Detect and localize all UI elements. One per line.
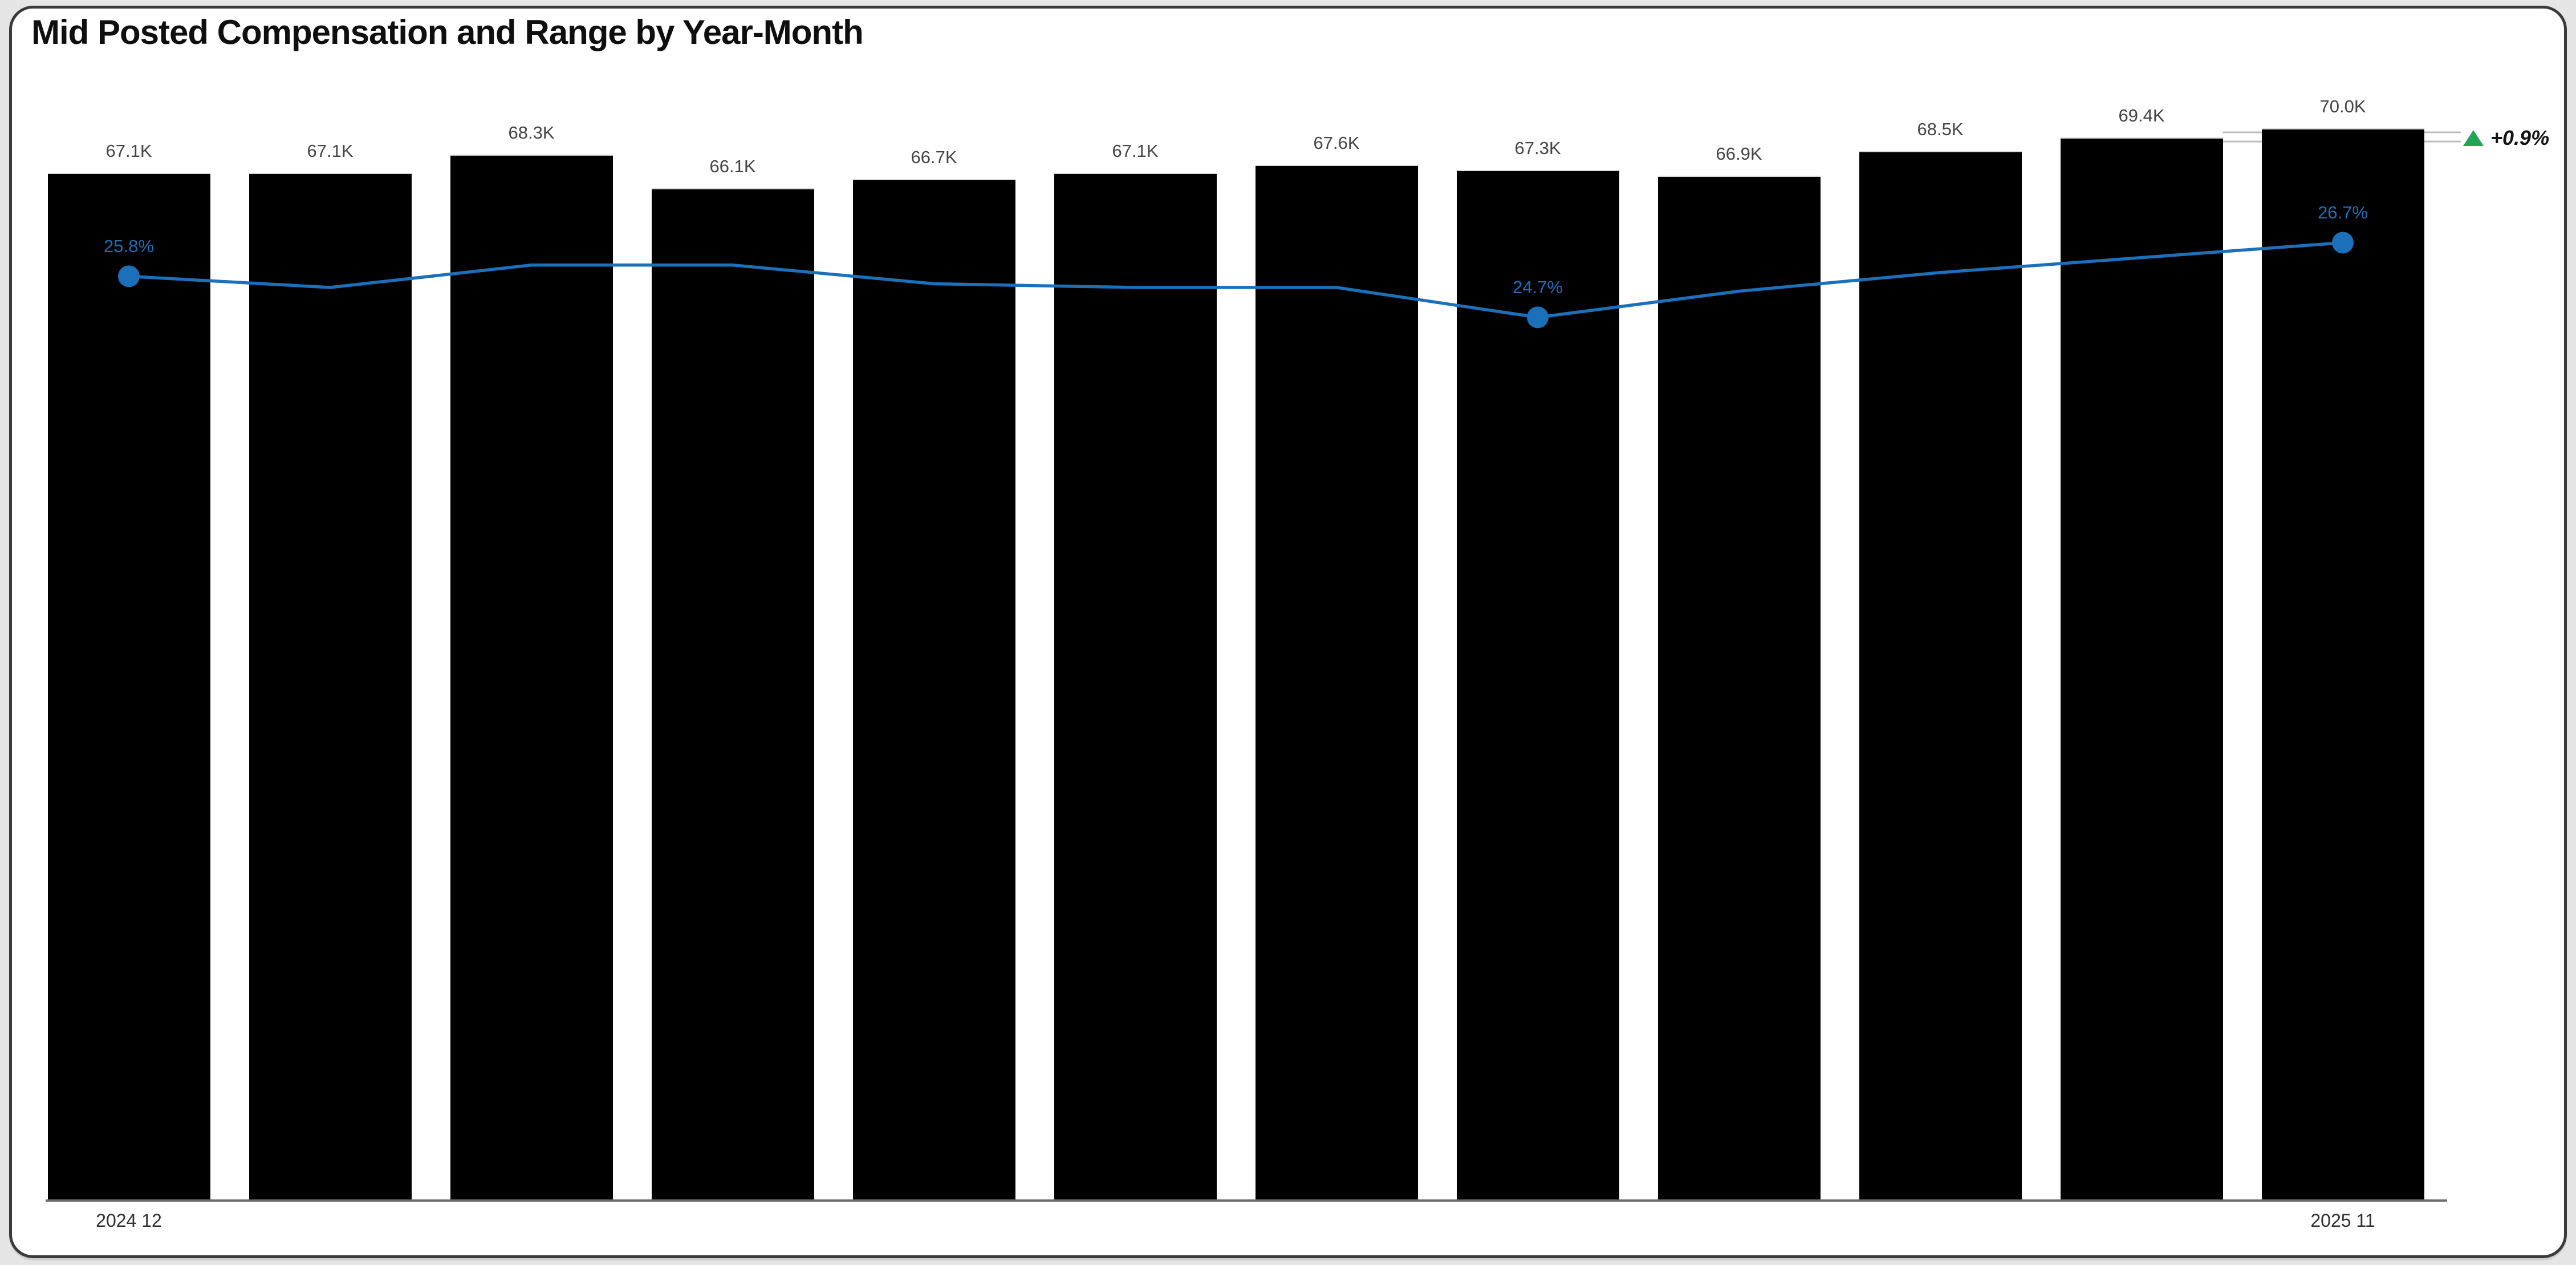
- bar[interactable]: [1255, 165, 1418, 1201]
- x-axis-label-first: 2024 12: [96, 1210, 162, 1231]
- x-axis-label-last: 2025 11: [2310, 1210, 2375, 1231]
- bar[interactable]: [1054, 172, 1217, 1201]
- bar[interactable]: [450, 154, 613, 1201]
- data-point-marker[interactable]: [2332, 232, 2354, 254]
- bar[interactable]: [651, 188, 814, 1201]
- x-axis-line: [46, 1199, 2447, 1202]
- delta-up-triangle-icon: [2463, 130, 2484, 146]
- bar[interactable]: [249, 172, 412, 1201]
- bar[interactable]: [1456, 169, 1619, 1201]
- bar[interactable]: [1859, 151, 2022, 1201]
- bar[interactable]: [1657, 176, 1821, 1201]
- data-point-marker[interactable]: [118, 265, 140, 287]
- page-title: Mid Posted Compensation and Range by Yea…: [31, 13, 864, 51]
- bar[interactable]: [2060, 137, 2223, 1201]
- bar[interactable]: [47, 172, 210, 1201]
- bar[interactable]: [2261, 128, 2424, 1201]
- delta-annotation: +0.9%: [2462, 126, 2549, 150]
- bar[interactable]: [852, 179, 1015, 1201]
- data-point-marker[interactable]: [1527, 306, 1549, 329]
- delta-value-label: +0.9%: [2490, 126, 2550, 149]
